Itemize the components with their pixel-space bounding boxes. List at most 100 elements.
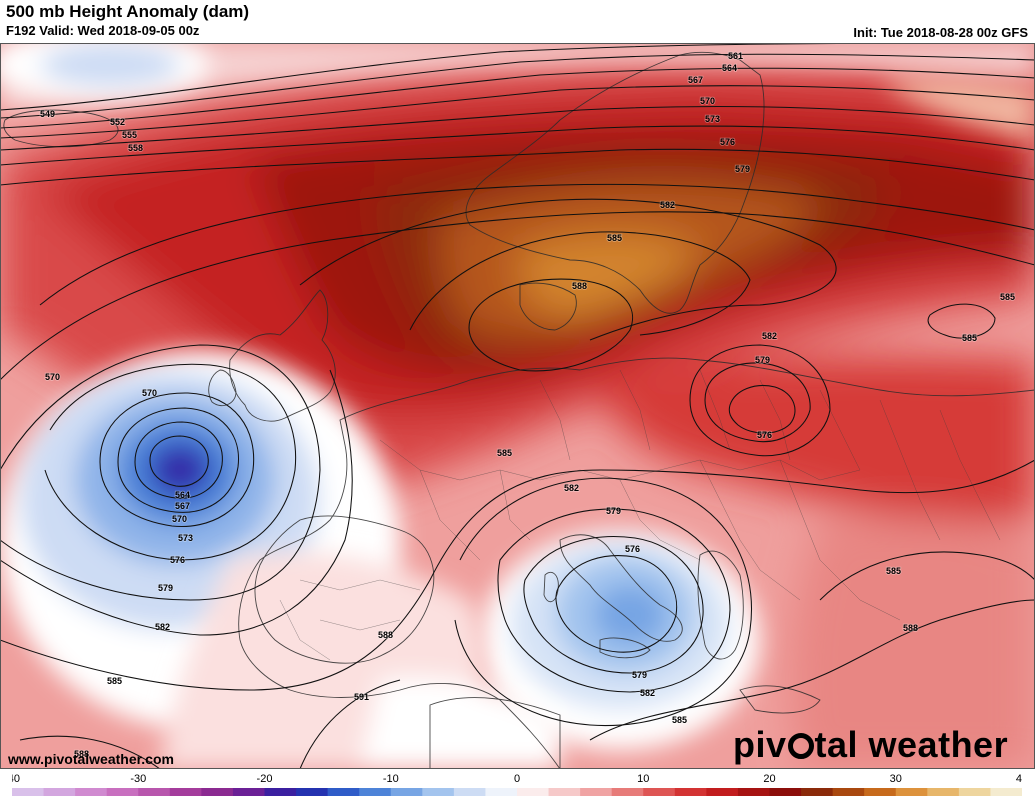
contour-label: 582 [564, 483, 579, 493]
contour-label: 561 [728, 51, 743, 61]
colorbar-swatch [12, 788, 45, 796]
colorbar-swatch [611, 788, 644, 796]
header: 500 mb Height Anomaly (dam) F192 Valid: … [6, 3, 249, 37]
colorbar-swatch [832, 788, 865, 796]
contour-label: 588 [572, 281, 587, 291]
contour-label: 570 [45, 372, 60, 382]
brand-logo: piv tal weather [733, 724, 1008, 766]
colorbar-tick-label: 10 [637, 773, 649, 785]
colorbar-swatch [580, 788, 613, 796]
colorbar-tick-label: 0 [514, 773, 520, 785]
colorbar-swatch [422, 788, 455, 796]
contour-label: 573 [705, 114, 720, 124]
contour-label: 579 [606, 506, 621, 516]
colorbar-swatch [232, 788, 266, 796]
contour-labels: 549 552 555 558 561 564 567 570 573 576 … [39, 50, 1016, 760]
colorbar-swatch [927, 788, 960, 796]
anomaly-north-band [0, 43, 1035, 140]
colorbar-swatch [769, 788, 802, 796]
colorbar-swatch [706, 788, 739, 796]
colorbar-swatch [390, 788, 423, 796]
contour-label: 567 [688, 75, 703, 85]
contour-label: 552 [110, 117, 125, 127]
contour-label: 579 [632, 670, 647, 680]
colorbar-swatches [12, 788, 1022, 796]
colorbar-swatch [327, 788, 360, 796]
contour-label: 591 [354, 692, 369, 702]
map-panel[interactable]: 549 552 555 558 561 564 567 570 573 576 … [0, 43, 1035, 769]
colorbar-swatch [990, 788, 1022, 796]
contour-label: 576 [170, 555, 185, 565]
anomaly-italy-low [480, 530, 760, 750]
colorbar-tick-label: -30 [130, 773, 146, 785]
contour-label: 582 [660, 200, 675, 210]
contour-label: 585 [672, 715, 687, 725]
colorbar-swatch [359, 788, 392, 796]
colorbar-swatch [106, 788, 139, 796]
contour-label: 570 [142, 388, 157, 398]
colorbar-swatch [548, 788, 581, 796]
init-time: Init: Tue 2018-08-28 00z GFS [853, 25, 1028, 40]
colorbar-swatch [296, 788, 329, 796]
colorbar-tick-label: 30 [890, 773, 902, 785]
map-title: 500 mb Height Anomaly (dam) [6, 2, 250, 21]
contour-label: 588 [903, 623, 918, 633]
colorbar-swatch [138, 788, 171, 796]
colorbar-tick-label: 40 [1016, 773, 1022, 785]
valid-time: F192 Valid: Wed 2018-09-05 00z [6, 23, 200, 38]
colorbar-swatch [43, 788, 76, 796]
brand-o-icon [787, 733, 814, 759]
colorbar-tick-label: -20 [257, 773, 273, 785]
colorbar-swatch [864, 788, 897, 796]
contour-label: 585 [107, 676, 122, 686]
contour-label: 585 [962, 333, 977, 343]
contour-label: 582 [762, 331, 777, 341]
colorbar-tick-label: 20 [763, 773, 775, 785]
contour-label: 570 [700, 96, 715, 106]
contour-label: 579 [755, 355, 770, 365]
contour-label: 549 [40, 109, 55, 119]
colorbar-swatch [517, 788, 550, 796]
brand-text-2: tal weather [814, 724, 1009, 765]
colorbar-tick-label: -40 [12, 773, 20, 785]
contour-label: 570 [172, 514, 187, 524]
contour-label: 564 [722, 63, 737, 73]
contour-label: 585 [607, 233, 622, 243]
contour-label: 555 [122, 130, 137, 140]
contour-label: 582 [155, 622, 170, 632]
colorbar-swatch [895, 788, 928, 796]
contour-label: 582 [640, 688, 655, 698]
contour-label: 573 [178, 533, 193, 543]
colorbar-swatch [674, 788, 707, 796]
contour-label: 585 [497, 448, 512, 458]
brand-text-1: piv [733, 724, 787, 765]
contour-label: 585 [886, 566, 901, 576]
colorbar-swatch [958, 788, 992, 796]
colorbar-tick-label: -10 [383, 773, 399, 785]
contour-label: 576 [757, 430, 772, 440]
colorbar-swatch [737, 788, 771, 796]
colorbar-labels: -40 -30 -20 -10 0 10 20 30 40 [12, 773, 1022, 785]
contour-label: 558 [128, 143, 143, 153]
contour-label: 576 [625, 544, 640, 554]
contour-label: 576 [720, 137, 735, 147]
colorbar-swatch [264, 788, 297, 796]
contour-label: 588 [74, 749, 89, 759]
anomaly-map[interactable]: 549 552 555 558 561 564 567 570 573 576 … [0, 43, 1035, 769]
anomaly-iceland-low [0, 43, 210, 100]
colorbar: -40 -30 -20 -10 0 10 20 30 40 [12, 773, 1022, 796]
colorbar-swatch [169, 788, 202, 796]
colorbar-swatch [201, 788, 234, 796]
borders [279, 369, 1001, 661]
contour-label: 567 [175, 501, 190, 511]
contour-label: 579 [158, 583, 173, 593]
website-label: www.pivotalweather.com [8, 751, 174, 767]
colorbar-swatch [453, 788, 487, 796]
contour-label: 588 [378, 630, 393, 640]
colorbar-swatch [643, 788, 676, 796]
colorbar-swatch [485, 788, 518, 796]
colorbar-swatch [75, 788, 108, 796]
contour-label: 579 [735, 164, 750, 174]
contour-label: 564 [175, 490, 190, 500]
contour-label: 585 [1000, 292, 1015, 302]
